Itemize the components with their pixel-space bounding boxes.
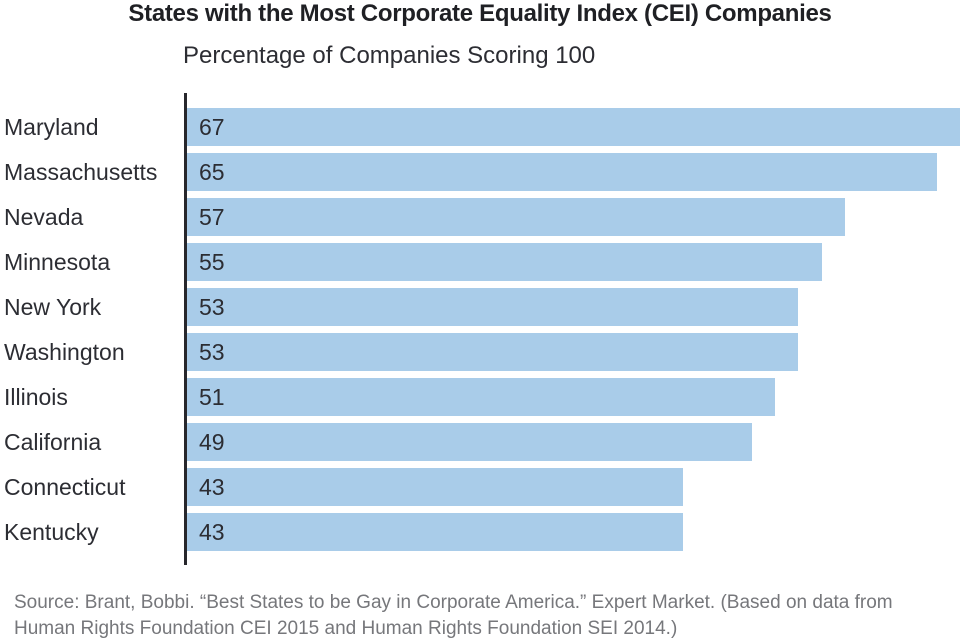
bar-row: Maryland 67: [0, 108, 960, 146]
category-label: Kentucky: [4, 519, 99, 545]
bar: 53: [187, 333, 798, 371]
bar: 49: [187, 423, 752, 461]
bar: 51: [187, 378, 775, 416]
bar-row: Massachusetts 65: [0, 153, 960, 191]
category-label: Minnesota: [4, 249, 111, 275]
bar-row: Minnesota 55: [0, 243, 960, 281]
bar-value-label: 53: [199, 339, 225, 365]
bar-value-label: 49: [199, 429, 225, 455]
category-label: Massachusetts: [4, 159, 158, 185]
bar-row: New York 53: [0, 288, 960, 326]
bar-value-label: 67: [199, 114, 225, 140]
bar: 55: [187, 243, 822, 281]
chart-subtitle: Percentage of Companies Scoring 100: [183, 42, 596, 69]
category-label: Connecticut: [4, 474, 126, 500]
source-citation: Source: Brant, Bobbi. “Best States to be…: [14, 590, 954, 642]
category-label: Maryland: [4, 114, 99, 140]
y-axis-line: [184, 93, 187, 565]
bar: 53: [187, 288, 798, 326]
bar-row: Nevada 57: [0, 198, 960, 236]
category-label: California: [4, 429, 102, 455]
category-label: Nevada: [4, 204, 84, 230]
bar: 43: [187, 513, 683, 551]
bar: 65: [187, 153, 937, 191]
bar-value-label: 65: [199, 159, 225, 185]
bar-row: Illinois 51: [0, 378, 960, 416]
bar: 43: [187, 468, 683, 506]
bar-row: Washington 53: [0, 333, 960, 371]
bar-value-label: 57: [199, 204, 225, 230]
bar-value-label: 43: [199, 519, 225, 545]
bar-value-label: 43: [199, 474, 225, 500]
source-line-2: Human Rights Foundation CEI 2015 and Hum…: [14, 618, 678, 639]
bar: 57: [187, 198, 845, 236]
bar-value-label: 55: [199, 249, 225, 275]
category-label: Washington: [4, 339, 125, 365]
bar-value-label: 53: [199, 294, 225, 320]
bar: 67: [187, 108, 960, 146]
bar-row: Connecticut 43: [0, 468, 960, 506]
category-label: New York: [4, 294, 102, 320]
chart-title: States with the Most Corporate Equality …: [128, 0, 832, 27]
bar-row: Kentucky 43: [0, 513, 960, 551]
bar-row: California 49: [0, 423, 960, 461]
bar-value-label: 51: [199, 384, 225, 410]
category-label: Illinois: [4, 384, 68, 410]
source-line-1: Source: Brant, Bobbi. “Best States to be…: [14, 592, 893, 613]
